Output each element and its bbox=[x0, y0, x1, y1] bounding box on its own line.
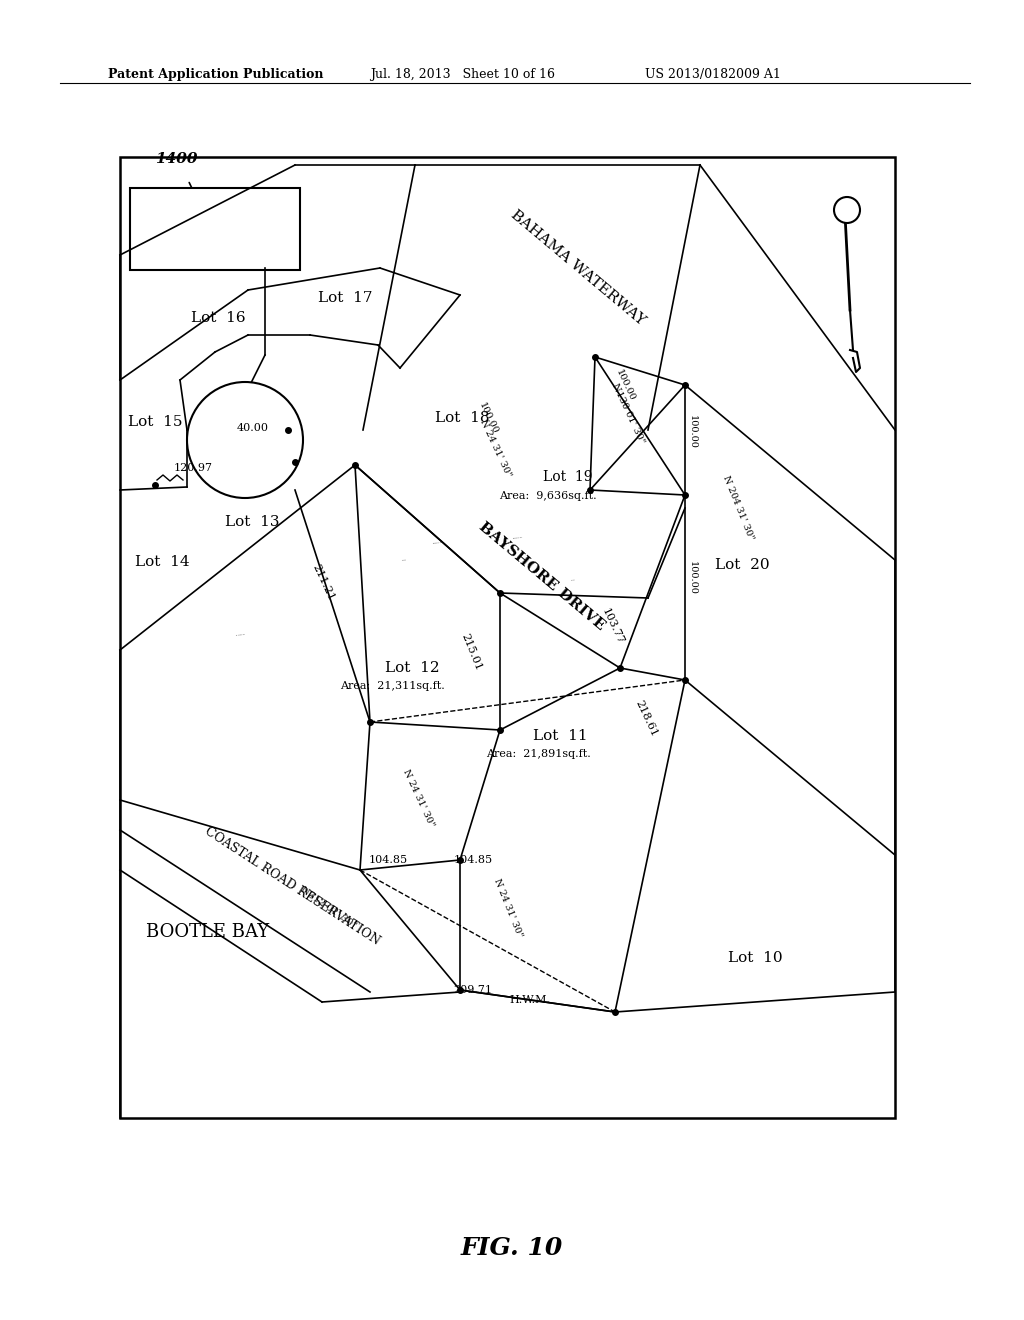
Text: 209.71: 209.71 bbox=[454, 985, 493, 995]
Text: COASTAL ROAD RESERVATION: COASTAL ROAD RESERVATION bbox=[202, 825, 382, 948]
Text: 100.00: 100.00 bbox=[687, 561, 696, 595]
Text: 103.72: 103.72 bbox=[401, 560, 407, 561]
Circle shape bbox=[187, 381, 303, 498]
Text: 104.85: 104.85 bbox=[369, 855, 408, 865]
Bar bbox=[120, 157, 895, 1118]
Text: Area:  21,891sq.ft.: Area: 21,891sq.ft. bbox=[485, 748, 591, 759]
Text: N 24 31' 30": N 24 31' 30" bbox=[477, 417, 512, 478]
Text: N 24 31' 30": N 24 31' 30" bbox=[400, 768, 435, 828]
Text: 100.00: 100.00 bbox=[687, 414, 696, 449]
Bar bbox=[130, 187, 300, 271]
Text: Lot  18: Lot 18 bbox=[435, 411, 489, 425]
Text: BAYSHORE DRIVE: BAYSHORE DRIVE bbox=[476, 519, 607, 632]
Text: BAHAMA WATERWAY: BAHAMA WATERWAY bbox=[508, 207, 648, 329]
Text: Lot  16: Lot 16 bbox=[190, 312, 246, 325]
Text: 218.61: 218.61 bbox=[633, 698, 658, 738]
Text: 120.97: 120.97 bbox=[173, 463, 213, 473]
Text: N130 01' 30": N130 01' 30" bbox=[433, 543, 442, 544]
Text: US 2013/0182009 A1: US 2013/0182009 A1 bbox=[645, 69, 781, 81]
Text: N 204 31' 30": N 204 31' 30" bbox=[721, 474, 755, 541]
Text: Patent Application Publication: Patent Application Publication bbox=[108, 69, 324, 81]
Text: 209.71: 209.71 bbox=[570, 579, 575, 581]
Text: 103.77: 103.77 bbox=[600, 606, 626, 645]
Circle shape bbox=[834, 197, 860, 223]
Text: H.W.M.: H.W.M. bbox=[510, 995, 551, 1005]
Text: FIG. 10: FIG. 10 bbox=[461, 1236, 563, 1261]
Text: N 24 31' 30": N 24 31' 30" bbox=[493, 878, 524, 939]
Text: 1400: 1400 bbox=[155, 152, 198, 166]
Text: Lot  12: Lot 12 bbox=[385, 661, 439, 675]
Text: Lot  10: Lot 10 bbox=[728, 950, 782, 965]
Text: Lot  13: Lot 13 bbox=[224, 515, 280, 529]
Text: 100.00: 100.00 bbox=[477, 401, 500, 436]
Text: 215.01: 215.01 bbox=[459, 632, 483, 672]
Text: Lot  15: Lot 15 bbox=[128, 414, 182, 429]
Text: 104.85: 104.85 bbox=[454, 855, 493, 865]
Text: 100.00: 100.00 bbox=[613, 368, 636, 403]
Text: Lot  19: Lot 19 bbox=[544, 470, 593, 484]
Text: Area:  9,636sq.ft.: Area: 9,636sq.ft. bbox=[499, 491, 597, 502]
Text: N 24 31' 30": N 24 31' 30" bbox=[236, 634, 245, 636]
Text: N310 01' 30": N310 01' 30" bbox=[513, 537, 522, 539]
Text: 211.21: 211.21 bbox=[310, 562, 336, 602]
Text: BOOTLE BAY: BOOTLE BAY bbox=[146, 923, 269, 941]
Text: Lot  20: Lot 20 bbox=[715, 558, 769, 572]
Text: N130 01' 30": N130 01' 30" bbox=[610, 383, 646, 446]
Text: Lot  17: Lot 17 bbox=[317, 290, 373, 305]
Text: Jul. 18, 2013   Sheet 10 of 16: Jul. 18, 2013 Sheet 10 of 16 bbox=[370, 69, 555, 81]
Text: Lot  14: Lot 14 bbox=[135, 554, 189, 569]
Text: Lot  11: Lot 11 bbox=[532, 729, 588, 743]
Text: Area:  21,311sq.ft.: Area: 21,311sq.ft. bbox=[340, 681, 444, 690]
Text: N312 01' 30": N312 01' 30" bbox=[299, 886, 357, 931]
Text: 40.00: 40.00 bbox=[237, 422, 269, 433]
